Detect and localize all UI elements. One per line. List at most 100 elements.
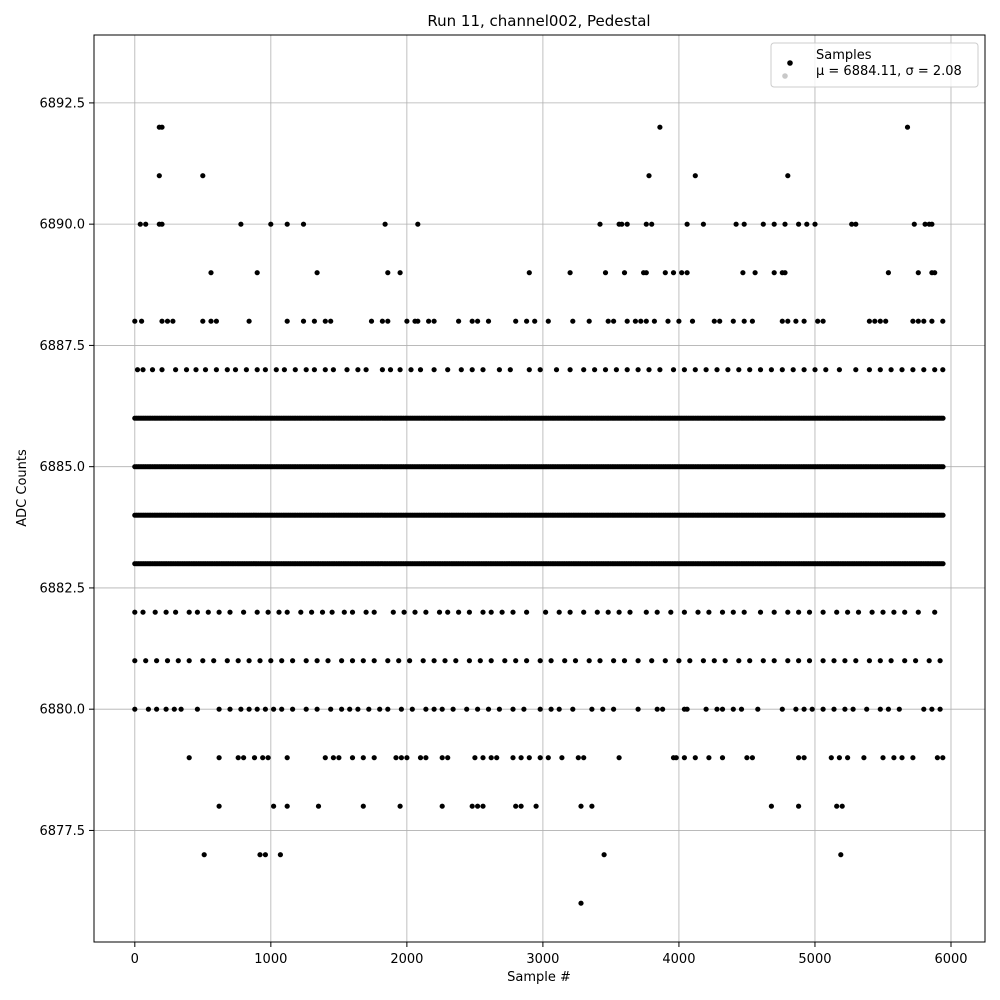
data-point xyxy=(397,803,403,809)
data-point xyxy=(706,755,712,761)
data-point xyxy=(649,221,655,227)
data-point xyxy=(921,706,927,712)
data-point xyxy=(397,367,403,373)
data-point xyxy=(646,173,652,179)
data-point xyxy=(393,755,399,761)
data-point xyxy=(741,221,747,227)
data-point xyxy=(257,658,263,664)
data-point xyxy=(510,706,516,712)
data-point xyxy=(855,609,862,615)
data-point xyxy=(668,609,674,615)
data-point xyxy=(205,609,211,615)
data-point xyxy=(929,318,935,324)
data-point xyxy=(200,318,206,324)
data-point xyxy=(152,609,158,615)
data-point xyxy=(670,270,677,276)
data-point xyxy=(213,367,219,373)
data-point xyxy=(706,609,712,615)
data-point xyxy=(741,609,747,615)
data-point xyxy=(524,658,530,664)
data-point xyxy=(254,270,260,276)
data-point xyxy=(404,755,410,761)
data-point xyxy=(624,318,630,324)
data-point xyxy=(768,367,775,373)
data-point xyxy=(156,173,162,179)
data-point xyxy=(284,609,290,615)
data-point xyxy=(502,658,508,664)
data-point xyxy=(779,706,785,712)
data-point xyxy=(439,706,445,712)
data-point xyxy=(279,658,285,664)
data-point xyxy=(159,124,165,130)
x-tick-label: 5000 xyxy=(798,952,831,967)
data-point xyxy=(330,755,336,761)
data-point xyxy=(926,658,932,664)
x-tick-label: 4000 xyxy=(662,952,695,967)
data-point xyxy=(910,755,916,761)
data-point xyxy=(132,318,138,324)
data-point xyxy=(464,706,470,712)
data-point xyxy=(556,609,562,615)
data-point xyxy=(877,706,883,712)
data-point xyxy=(719,755,726,761)
data-point xyxy=(823,367,829,373)
data-point xyxy=(771,270,777,276)
data-point xyxy=(940,561,946,567)
data-point xyxy=(687,658,693,664)
data-point xyxy=(329,609,335,615)
data-point xyxy=(396,658,402,664)
data-point xyxy=(265,755,271,761)
data-point xyxy=(290,706,296,712)
data-point xyxy=(537,658,543,664)
data-point xyxy=(940,464,946,470)
data-point xyxy=(246,658,252,664)
data-point xyxy=(232,367,239,373)
data-point xyxy=(866,658,873,664)
data-point xyxy=(186,658,192,664)
data-point xyxy=(143,221,149,227)
data-point xyxy=(314,706,320,712)
data-point xyxy=(311,318,317,324)
data-point xyxy=(246,706,252,712)
data-point xyxy=(828,755,834,761)
legend-marker-samples xyxy=(787,60,793,66)
data-point xyxy=(836,755,843,761)
data-point xyxy=(238,706,244,712)
data-point xyxy=(193,367,199,373)
data-point xyxy=(149,367,156,373)
data-point xyxy=(415,221,421,227)
data-point xyxy=(845,609,851,615)
data-point xyxy=(689,318,696,324)
data-point xyxy=(371,658,377,664)
data-point xyxy=(173,367,179,373)
data-point xyxy=(611,658,617,664)
data-point xyxy=(379,318,385,324)
data-point xyxy=(485,706,492,712)
data-point xyxy=(134,367,141,373)
data-point xyxy=(355,367,361,373)
data-point xyxy=(450,706,456,712)
data-point xyxy=(363,609,369,615)
data-point xyxy=(409,706,415,712)
x-axis-label: Sample # xyxy=(507,970,571,985)
data-point xyxy=(899,755,905,761)
data-point xyxy=(880,609,886,615)
data-point xyxy=(921,367,927,373)
data-point xyxy=(717,318,723,324)
data-point xyxy=(654,706,660,712)
data-point xyxy=(820,706,826,712)
data-point xyxy=(254,609,260,615)
data-point xyxy=(243,367,249,373)
data-point xyxy=(801,367,807,373)
data-point xyxy=(904,124,911,130)
plot-frame xyxy=(93,34,986,943)
data-point xyxy=(257,852,263,858)
data-point xyxy=(877,367,883,373)
data-point xyxy=(385,658,391,664)
data-point xyxy=(480,609,486,615)
data-point xyxy=(722,658,728,664)
data-point xyxy=(431,706,437,712)
data-point xyxy=(575,755,581,761)
data-point xyxy=(431,367,437,373)
